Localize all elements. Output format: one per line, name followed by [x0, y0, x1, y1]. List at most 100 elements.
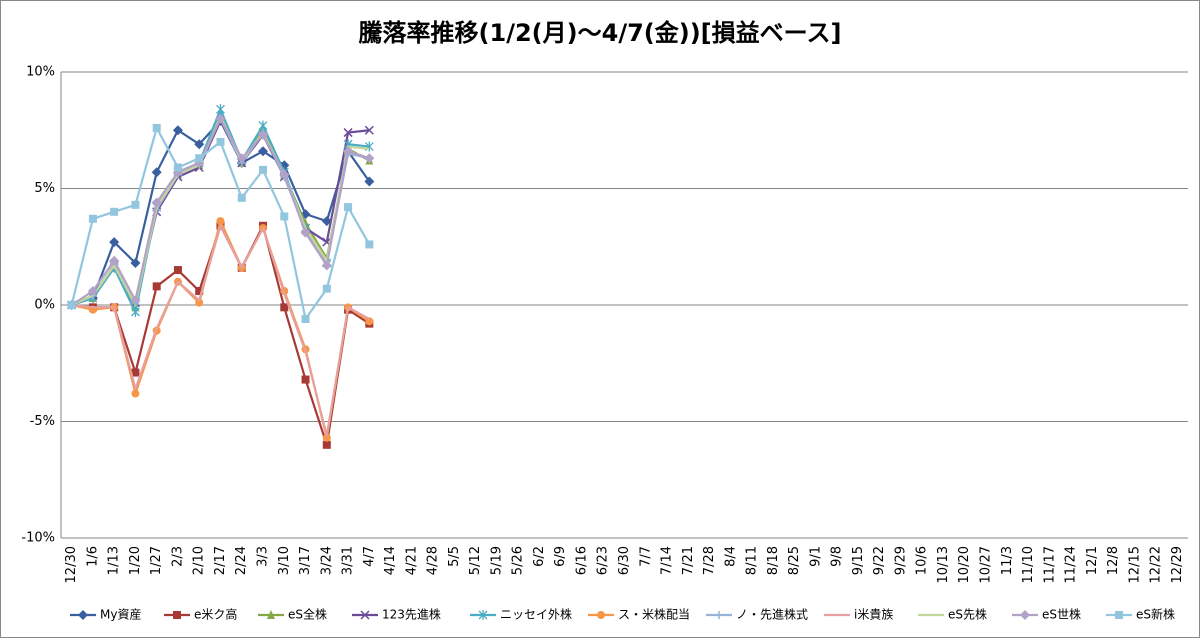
marker — [365, 317, 374, 326]
marker — [216, 137, 225, 146]
x-tick-label: 3/3 — [256, 546, 271, 567]
marker — [195, 154, 204, 163]
series-line — [71, 224, 370, 437]
marker — [131, 389, 140, 398]
marker — [259, 165, 268, 174]
x-tick-label: 3/17 — [298, 546, 313, 575]
x-tick-label: 6/23 — [596, 546, 611, 575]
x-tick-label: 6/16 — [574, 546, 589, 575]
legend-label: i米貴族 — [854, 608, 893, 622]
x-tick-label: 2/3 — [170, 546, 185, 567]
marker — [152, 282, 161, 291]
marker — [173, 163, 182, 172]
y-tick-label: 5% — [34, 181, 55, 196]
x-tick-label: 9/15 — [851, 546, 866, 575]
x-tick-label: 6/9 — [553, 546, 568, 567]
marker — [321, 260, 332, 271]
legend-item: eS新株 — [1106, 607, 1175, 622]
x-tick-label: 9/1 — [808, 546, 823, 567]
x-tick-label: 10/6 — [915, 546, 930, 575]
x-tick-label: 5/26 — [511, 546, 526, 575]
x-tick-label: 5/5 — [447, 546, 462, 567]
marker — [216, 104, 225, 115]
legend-item: i米貴族 — [824, 608, 893, 622]
x-tick-label: 3/31 — [341, 546, 356, 575]
marker — [322, 284, 331, 293]
marker — [365, 240, 374, 249]
x-tick-label: 6/2 — [532, 546, 547, 567]
marker — [195, 298, 204, 307]
x-tick-label: 4/28 — [426, 546, 441, 575]
x-tick-label: 3/10 — [277, 546, 292, 575]
x-tick-label: 7/21 — [681, 546, 696, 575]
marker — [236, 153, 247, 164]
marker — [279, 169, 290, 180]
legend-label: e米ク高 — [194, 607, 237, 622]
marker — [194, 139, 205, 150]
legend-item: eS全株 — [258, 607, 327, 622]
legend-item: e米ク高 — [164, 607, 237, 622]
marker — [301, 314, 310, 323]
x-tick-label: 7/14 — [660, 546, 675, 575]
x-tick-label: 11/24 — [1064, 546, 1079, 583]
x-tick-label: 10/27 — [978, 546, 993, 583]
marker — [258, 146, 269, 157]
legend-label: eS新株 — [1136, 607, 1175, 622]
x-tick-label: 10/20 — [957, 546, 972, 583]
x-tick-label: 7/7 — [638, 546, 653, 567]
marker — [280, 212, 289, 221]
marker — [322, 433, 331, 442]
x-tick-label: 6/30 — [617, 546, 632, 575]
legend-label: eS全株 — [288, 607, 327, 622]
x-tick-label: 12/29 — [1170, 546, 1185, 583]
legend-item: eS世株 — [1012, 607, 1081, 622]
marker — [1115, 611, 1123, 619]
marker — [131, 368, 140, 377]
marker — [343, 128, 353, 138]
legend-label: ス・米株配当 — [618, 607, 690, 622]
x-tick-label: 12/30 — [64, 546, 79, 583]
marker — [131, 200, 140, 209]
marker — [237, 193, 246, 202]
marker — [360, 610, 370, 620]
x-tick-label: 9/22 — [872, 546, 887, 575]
x-tick-label: 3/24 — [319, 546, 334, 575]
x-tick-label: 11/3 — [1000, 546, 1015, 575]
x-tick-label: 8/11 — [745, 546, 760, 575]
marker — [1020, 610, 1030, 620]
x-tick-label: 1/6 — [85, 546, 100, 567]
x-tick-label: 2/10 — [192, 546, 207, 575]
marker — [78, 610, 88, 620]
x-tick-label: 2/24 — [234, 546, 249, 575]
x-tick-label: 4/21 — [404, 546, 419, 575]
x-tick-label: 1/13 — [107, 546, 122, 575]
x-tick-label: 11/17 — [1042, 546, 1057, 583]
marker — [172, 125, 183, 136]
marker — [364, 176, 375, 187]
marker — [344, 203, 353, 212]
marker — [173, 266, 182, 275]
marker — [195, 287, 204, 296]
marker — [109, 237, 120, 248]
legend-item: ニッセイ外株 — [470, 607, 572, 622]
x-tick-label: 11/10 — [1021, 546, 1036, 583]
marker — [343, 146, 354, 157]
marker — [215, 113, 226, 124]
x-tick-label: 7/28 — [702, 546, 717, 575]
y-tick-label: 10% — [26, 65, 55, 80]
marker — [216, 217, 225, 226]
y-tick-label: -10% — [21, 531, 55, 546]
marker — [87, 286, 98, 297]
legend-item: ノ・先進株式 — [706, 607, 808, 622]
marker — [258, 129, 269, 140]
legend-label: 123先進株 — [382, 607, 441, 622]
x-tick-label: 8/4 — [723, 546, 738, 567]
marker — [715, 611, 723, 619]
x-tick-label: 1/20 — [128, 546, 143, 575]
marker — [478, 610, 488, 620]
marker — [110, 207, 119, 216]
legend-label: eS先株 — [948, 607, 987, 622]
marker — [130, 306, 140, 317]
y-tick-label: 0% — [34, 298, 55, 313]
marker — [151, 167, 162, 178]
